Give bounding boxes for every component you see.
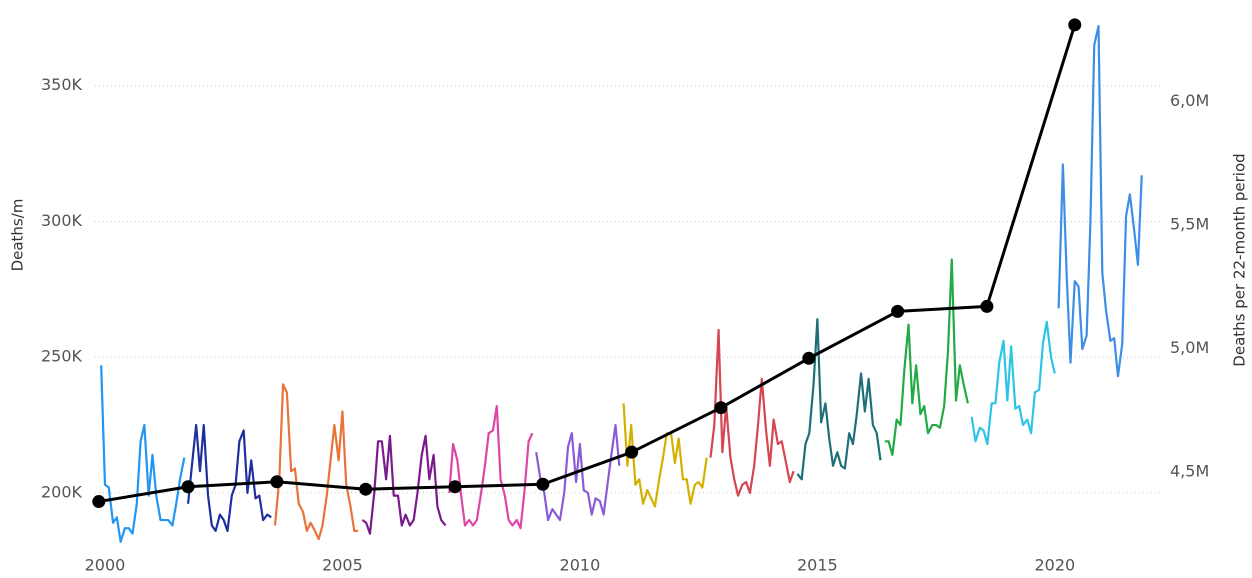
series-line bbox=[361, 434, 447, 535]
marker bbox=[714, 401, 728, 415]
marker bbox=[802, 351, 816, 365]
y-tick-label: 300K bbox=[41, 211, 83, 230]
series-line bbox=[535, 423, 621, 522]
marker bbox=[359, 482, 373, 496]
series-line bbox=[1057, 24, 1143, 378]
marker bbox=[1068, 18, 1082, 32]
series-line bbox=[186, 423, 272, 532]
series-line bbox=[100, 365, 186, 543]
x-tick-label: 2010 bbox=[560, 556, 601, 575]
marker bbox=[625, 445, 639, 459]
x-tick-label: 2015 bbox=[797, 556, 838, 575]
series-line bbox=[884, 258, 969, 456]
y2-axis-title: Deaths per 22-month period bbox=[1231, 153, 1249, 366]
y-tick-label: 200K bbox=[41, 482, 83, 501]
marker bbox=[891, 304, 905, 318]
y-tick-label: 350K bbox=[41, 75, 83, 94]
series-line bbox=[273, 383, 359, 541]
x-tick-label: 2000 bbox=[85, 556, 126, 575]
x-tick-label: 2005 bbox=[322, 556, 363, 575]
series-line bbox=[970, 320, 1056, 446]
y2-tick-label: 5,5M bbox=[1170, 214, 1209, 233]
y2-tick-label: 4,5M bbox=[1170, 461, 1209, 480]
marker bbox=[181, 480, 195, 494]
marker bbox=[448, 480, 462, 494]
series-line bbox=[709, 328, 795, 497]
marker bbox=[536, 477, 550, 491]
y-tick-label: 250K bbox=[41, 347, 83, 366]
marker bbox=[270, 475, 284, 489]
series-line bbox=[448, 404, 534, 530]
marker bbox=[92, 495, 106, 509]
series-line bbox=[796, 318, 882, 481]
y-axis-title: Deaths/m bbox=[9, 199, 27, 272]
x-tick-label: 2020 bbox=[1034, 556, 1075, 575]
y2-tick-label: 5,0M bbox=[1170, 338, 1209, 357]
series-line bbox=[622, 403, 708, 508]
series-line bbox=[98, 24, 1077, 504]
marker bbox=[980, 299, 994, 313]
y2-tick-label: 6,0M bbox=[1170, 91, 1209, 110]
